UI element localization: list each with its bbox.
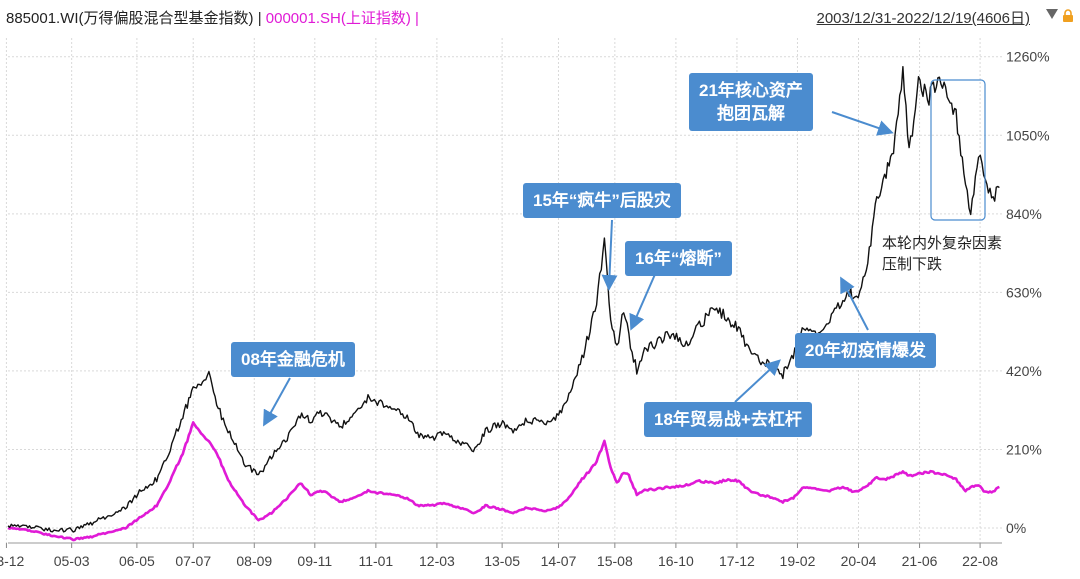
annotation-arrow	[629, 271, 657, 331]
legend-separator-end: |	[410, 10, 419, 27]
x-tick-label: 14-07	[541, 553, 577, 569]
annotation-2021-line1: 21年核心资产	[699, 81, 803, 100]
y-tick-label: 840%	[1006, 206, 1042, 222]
x-tick-label: 07-07	[175, 553, 211, 569]
lock-icon[interactable]	[1062, 9, 1074, 22]
annotation-2015-crash: 15年“疯牛”后股灾	[523, 183, 681, 218]
y-tick-label: 1260%	[1006, 49, 1050, 65]
legend-separator: |	[253, 10, 266, 27]
annotation-2021-core-assets: 21年核心资产 抱团瓦解	[689, 73, 813, 131]
annotation-2020-pandemic: 20年初疫情爆发	[795, 333, 936, 368]
series-885001-line	[7, 66, 1000, 533]
annotation-2016-circuit-breaker: 16年“熔断”	[625, 241, 732, 276]
x-tick-label: 13-05	[484, 553, 520, 569]
x-tick-label: 22-08	[962, 553, 998, 569]
note-line2: 压制下跌	[882, 256, 943, 273]
current-decline-note: 本轮内外复杂因素 压制下跌	[882, 233, 1002, 275]
series-000001-line	[7, 421, 1000, 542]
x-tick-label: 17-12	[719, 553, 755, 569]
x-tick-label: 08-09	[236, 553, 272, 569]
x-tick-label: 19-02	[780, 553, 816, 569]
axes: 0% 210% 420% 630% 840% 1050% 1260% 03-12 05-03 06…	[0, 49, 1050, 569]
y-tick-label: 210%	[1006, 441, 1042, 457]
x-tick-label: 21-06	[902, 553, 938, 569]
annotation-2018-trade-war: 18年贸易战+去杠杆	[644, 402, 812, 437]
highlight-box	[930, 79, 986, 221]
x-tick-label: 09-11	[297, 553, 332, 569]
annotation-arrow	[734, 359, 781, 403]
annotation-arrow	[831, 111, 894, 136]
annotation-arrow	[601, 219, 618, 291]
chart-header: 885001.WI(万得偏股混合型基金指数) | 000001.SH(上证指数)…	[0, 0, 1080, 32]
x-tick-label: 12-03	[419, 553, 455, 569]
series2-legend-label[interactable]: 000001.SH(上证指数)	[265, 10, 411, 27]
series-layer	[7, 66, 1000, 542]
x-tick-label: 20-04	[841, 553, 877, 569]
annotation-arrows	[263, 111, 894, 427]
x-tick-label: 16-10	[658, 553, 694, 569]
legend-line: 885001.WI(万得偏股混合型基金指数) | 000001.SH(上证指数)…	[6, 7, 419, 28]
series1-legend-label[interactable]: 885001.WI(万得偏股混合型基金指数)	[6, 10, 254, 27]
y-tick-label: 630%	[1006, 284, 1042, 300]
note-line1: 本轮内外复杂因素	[882, 235, 1003, 252]
annotation-2021-line2: 抱团瓦解	[716, 104, 785, 123]
y-tick-label: 420%	[1006, 363, 1042, 379]
grid	[5, 38, 1002, 543]
x-tick-label: 03-12	[0, 553, 25, 569]
annotation-2008-financial-crisis: 08年金融危机	[231, 342, 355, 377]
date-range-selector[interactable]: 2003/12/31-2022/12/19(4606日)	[816, 10, 1030, 27]
x-tick-label: 11-01	[358, 553, 393, 569]
y-tick-label: 0%	[1006, 520, 1026, 536]
x-tick-label: 05-03	[54, 553, 90, 569]
x-tick-label: 15-08	[597, 553, 633, 569]
annotation-arrow	[840, 276, 869, 331]
annotation-arrow	[263, 377, 291, 427]
chevron-down-icon[interactable]	[1046, 9, 1058, 19]
x-tick-label: 06-05	[119, 553, 155, 569]
y-tick-label: 1050%	[1006, 127, 1050, 143]
